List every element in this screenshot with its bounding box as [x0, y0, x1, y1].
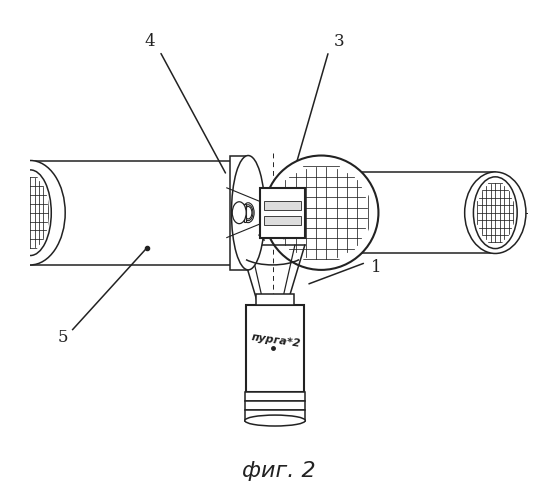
Polygon shape — [244, 204, 246, 222]
Polygon shape — [311, 172, 496, 254]
Text: пурга*2: пурга*2 — [251, 332, 301, 349]
Text: 5: 5 — [57, 328, 68, 345]
Ellipse shape — [0, 160, 65, 265]
Bar — [260, 188, 305, 238]
Bar — [230, 156, 248, 270]
Ellipse shape — [242, 203, 254, 222]
Polygon shape — [30, 160, 239, 265]
Text: 1: 1 — [371, 259, 381, 276]
Ellipse shape — [298, 172, 324, 254]
Ellipse shape — [465, 172, 526, 254]
Bar — [264, 216, 301, 225]
Bar — [246, 304, 304, 392]
Bar — [264, 202, 301, 210]
Ellipse shape — [243, 205, 253, 220]
Bar — [245, 400, 305, 409]
Ellipse shape — [9, 170, 51, 256]
Text: фиг. 2: фиг. 2 — [242, 462, 316, 481]
Bar — [245, 410, 305, 420]
Bar — [245, 392, 305, 400]
Ellipse shape — [232, 156, 265, 270]
Bar — [256, 294, 294, 304]
Text: 3: 3 — [333, 32, 344, 50]
Text: 4: 4 — [145, 32, 155, 50]
Ellipse shape — [244, 206, 252, 219]
Ellipse shape — [232, 202, 246, 224]
Ellipse shape — [264, 156, 378, 270]
Ellipse shape — [245, 415, 305, 426]
Ellipse shape — [473, 177, 517, 248]
